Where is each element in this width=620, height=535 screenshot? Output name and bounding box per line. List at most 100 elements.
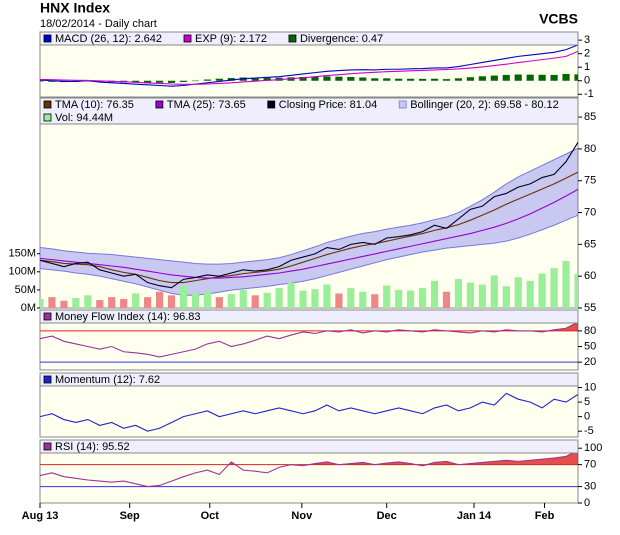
- volume-bar: [335, 293, 343, 308]
- y-tick-label: 75: [584, 175, 596, 187]
- divergence-bar: [323, 76, 331, 81]
- volume-bar: [203, 291, 211, 308]
- volume-bar: [84, 295, 92, 308]
- divergence-bar: [335, 76, 343, 81]
- volume-bar: [72, 297, 80, 308]
- brand: VCBS: [539, 11, 578, 27]
- legend-label: RSI (14): 95.52: [55, 441, 130, 453]
- y-tick-label: 65: [584, 238, 596, 250]
- volume-bar: [179, 286, 188, 308]
- y-tick-label: 5: [584, 396, 590, 408]
- series-line: [40, 44, 578, 87]
- y-tick-label: 70: [584, 206, 596, 218]
- plot-area: [40, 450, 578, 488]
- volume-bar: [466, 282, 474, 308]
- plot-area: [40, 392, 578, 432]
- y-tick-label: 20: [584, 356, 596, 368]
- y2-tick-label: 100M: [8, 266, 36, 278]
- y-tick-label: 0: [584, 411, 590, 423]
- legend-swatch: [398, 100, 407, 109]
- volume-bar: [323, 284, 331, 308]
- legend-swatch: [267, 100, 276, 109]
- volume-bar: [191, 293, 200, 308]
- volume-bar: [227, 294, 235, 308]
- x-tick-label: Oct: [201, 510, 220, 522]
- divergence-bar: [359, 77, 367, 81]
- y-tick-label: 60: [584, 270, 596, 282]
- series-line: [40, 392, 578, 432]
- divergence-bar: [144, 80, 152, 83]
- legend-swatch: [288, 34, 297, 43]
- divergence-bar: [191, 80, 200, 82]
- series-line: [40, 142, 578, 289]
- legend-background: [39, 309, 579, 324]
- volume-bar: [347, 288, 355, 308]
- y-tick-label: 0: [584, 497, 590, 509]
- divergence-bar: [466, 77, 474, 81]
- divergence-bar: [418, 78, 427, 81]
- legend-label: TMA (25): 73.65: [167, 99, 246, 111]
- divergence-bar: [490, 75, 498, 81]
- divergence-bar: [454, 78, 463, 81]
- y-tick-label: 0: [584, 75, 590, 87]
- divergence-bar: [251, 77, 259, 81]
- legend-label: Closing Price: 81.04: [279, 99, 377, 111]
- y2-tick-label: 150M: [8, 248, 36, 260]
- divergence-bar: [132, 80, 140, 83]
- divergence-bar: [430, 78, 439, 81]
- divergence-bar: [478, 76, 486, 81]
- volume-bar: [167, 295, 176, 308]
- overbought-fill: [40, 450, 578, 465]
- volume-bar: [287, 282, 295, 308]
- plot-area: [40, 44, 578, 87]
- legend-label: Momentum (12): 7.62: [55, 374, 160, 386]
- y-tick-label: 55: [584, 302, 596, 314]
- divergence-bar: [155, 80, 164, 83]
- volume-bar: [359, 291, 367, 308]
- volume-bar: [574, 273, 578, 308]
- divergence-bar: [215, 78, 223, 81]
- series-line: [40, 321, 578, 358]
- divergence-bar: [347, 76, 355, 81]
- volume-bar: [275, 288, 283, 308]
- volume-bar: [239, 289, 247, 308]
- volume-bar: [215, 297, 223, 308]
- legend-label: Money Flow Index (14): 96.83: [55, 311, 201, 323]
- y-tick-label: 70: [584, 459, 596, 471]
- divergence-bar: [502, 74, 510, 81]
- volume-bar: [311, 289, 319, 308]
- divergence-bar: [179, 80, 188, 82]
- y-tick-label: 80: [584, 143, 596, 155]
- volume-bar: [144, 297, 152, 308]
- volume-bar: [383, 285, 391, 308]
- y-tick-label: 30: [584, 480, 596, 492]
- divergence-bar: [371, 78, 379, 81]
- volume-bar: [538, 273, 546, 308]
- x-tick-label: Nov: [291, 510, 313, 522]
- series-line: [40, 188, 578, 279]
- volume-bar: [108, 297, 116, 308]
- volume-bar: [96, 300, 104, 308]
- volume-bar: [514, 277, 522, 308]
- x-tick-label: Jan 14: [457, 510, 492, 522]
- legend-background: [39, 372, 579, 387]
- volume-bar: [371, 294, 379, 308]
- y-tick-label: 100: [584, 442, 602, 454]
- legend-swatch: [43, 375, 52, 384]
- divergence-bar: [442, 79, 451, 81]
- divergence-bar: [203, 79, 211, 81]
- x-tick-label: Dec: [377, 510, 397, 522]
- divergence-bar: [263, 77, 271, 81]
- volume-bar: [407, 290, 415, 308]
- volume-bar: [299, 290, 307, 308]
- series-line: [40, 50, 578, 85]
- legend-label: Vol: 94.44M: [55, 112, 113, 124]
- y-tick-label: -5: [584, 425, 594, 437]
- divergence-bar: [167, 80, 176, 83]
- x-tick-label: Feb: [535, 510, 555, 522]
- divergence-bar: [526, 74, 534, 81]
- divergence-bar: [550, 74, 558, 81]
- plot-area: [40, 142, 578, 308]
- divergence-bar: [395, 78, 403, 81]
- legend-label: EXP (9): 2.172: [195, 33, 267, 45]
